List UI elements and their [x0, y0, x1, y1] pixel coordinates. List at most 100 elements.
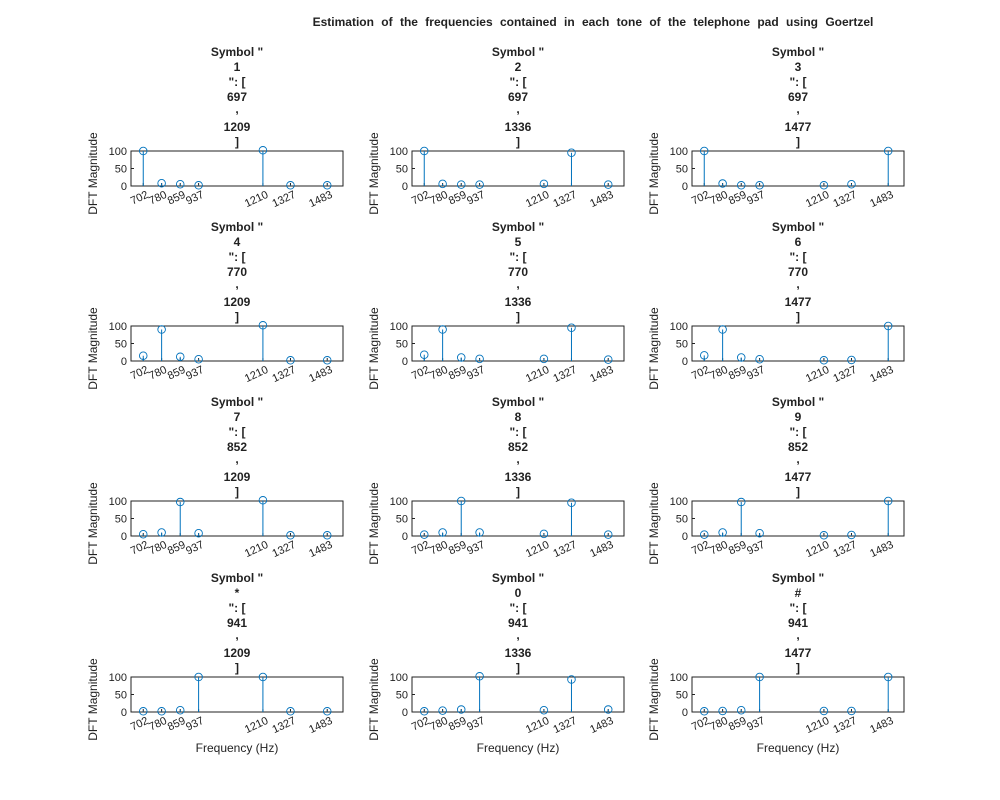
ytick-label: 0 [402, 356, 408, 368]
xtick-label: 1483 [307, 539, 334, 560]
xtick-label: 1327 [551, 189, 578, 210]
stem-marker [819, 706, 829, 716]
ytick-label: 100 [670, 146, 688, 158]
ytick-label: 50 [676, 514, 688, 526]
subplot-title-line: Symbol " [211, 395, 263, 409]
stem-marker [438, 325, 447, 334]
stem-marker [819, 181, 829, 190]
subplot-title-line: ": [ [509, 75, 526, 89]
ytick-label: 0 [682, 181, 688, 193]
xtick-label: 937 [745, 715, 767, 734]
axes-box [130, 500, 344, 537]
ytick-label: 0 [682, 707, 688, 719]
stem-marker [419, 530, 429, 539]
subplot-title-line: Symbol " [492, 45, 544, 59]
subplot-title-line: 697 [788, 90, 808, 104]
stem-marker [286, 356, 295, 365]
xtick-label: 1210 [243, 189, 270, 210]
subplot-title-line: , [516, 102, 519, 116]
y-axis-label: DFT Magnitude [647, 482, 661, 565]
ytick-label: 50 [396, 690, 408, 702]
ytick-label: 50 [396, 164, 408, 176]
ytick-label: 0 [682, 356, 688, 368]
stem-marker [883, 321, 893, 331]
stem-marker [438, 179, 447, 189]
xtick-label: 1210 [524, 539, 551, 560]
xtick-label: 937 [745, 189, 767, 208]
ytick-label: 100 [390, 672, 408, 684]
subplot-title-line: ] [796, 661, 800, 675]
stem-marker [286, 707, 295, 716]
xtick-label: 1210 [804, 364, 831, 385]
stem-marker [883, 672, 893, 682]
subplot-title-line: , [235, 102, 238, 116]
subplot-title-line: ": [ [228, 250, 245, 264]
subplot-title-line: 2 [515, 60, 522, 74]
subplot-title-line: ] [516, 485, 520, 499]
stem-marker [322, 181, 332, 190]
xtick-label: 937 [184, 364, 206, 383]
axes-box [691, 325, 905, 362]
subplot-5: Symbol "5": [770,1336]050100702780859937… [367, 220, 625, 390]
xtick-label: 1210 [804, 539, 831, 560]
subplot-title-line: 1477 [785, 120, 812, 134]
subplot-title-line: 1477 [785, 646, 812, 660]
axes-box [411, 325, 625, 362]
xtick-label: 1327 [831, 715, 858, 736]
subplot-title-line: 1477 [785, 295, 812, 309]
subplot-title-line: 941 [788, 616, 808, 630]
stem-marker [567, 148, 576, 157]
xtick-label: 1483 [588, 364, 615, 385]
subplot-title-line: ": [ [509, 601, 526, 615]
y-axis-label: DFT Magnitude [86, 132, 100, 215]
xtick-label: 1327 [551, 364, 578, 385]
stem-marker [456, 353, 466, 362]
subplot-title-line: 1209 [224, 295, 251, 309]
xtick-label: 1483 [868, 364, 895, 385]
subplot-title-line: ] [796, 485, 800, 499]
xtick-label: 937 [465, 539, 487, 558]
stem-marker [539, 354, 549, 364]
subplot-title-line: 852 [508, 440, 528, 454]
axes-box [691, 676, 905, 713]
ytick-label: 100 [109, 672, 127, 684]
xtick-label: 1210 [243, 539, 270, 560]
stem-marker [138, 146, 148, 156]
ytick-label: 0 [121, 356, 127, 368]
subplot-title-line: 1336 [505, 470, 532, 484]
stem-marker [603, 530, 613, 539]
stem-marker [736, 181, 746, 190]
subplot-title-line: 770 [508, 265, 528, 279]
stem-marker [819, 356, 829, 365]
figure-title: Estimation of the frequencies contained … [313, 15, 874, 29]
xtick-label: 1483 [588, 715, 615, 736]
stem-marker [718, 706, 727, 716]
subplot-title-line: 8 [515, 410, 522, 424]
stem-marker [603, 705, 613, 714]
stem-marker [539, 179, 549, 189]
subplot-title-line: 941 [227, 616, 247, 630]
stem-marker [699, 351, 709, 360]
stem-marker [157, 528, 166, 537]
y-axis-label: DFT Magnitude [367, 658, 381, 741]
xtick-label: 937 [745, 364, 767, 383]
axes-box [130, 676, 344, 713]
ytick-label: 50 [676, 690, 688, 702]
stem-marker [755, 355, 764, 364]
stem-marker [286, 181, 295, 190]
stem-marker [438, 528, 447, 537]
subplot-title-line: , [235, 277, 238, 291]
subplot-title-line: 770 [788, 265, 808, 279]
subplot-title-line: 852 [227, 440, 247, 454]
xtick-label: 1483 [307, 364, 334, 385]
xtick-label: 1327 [270, 539, 297, 560]
subplot-title-line: Symbol " [211, 220, 263, 234]
subplot-title-line: ": [ [509, 250, 526, 264]
xtick-label: 1327 [270, 715, 297, 736]
xtick-label: 1327 [551, 539, 578, 560]
stem-marker [258, 672, 268, 682]
stem-marker [699, 146, 709, 156]
stem-marker [175, 497, 185, 507]
subplot-title-line: 1336 [505, 295, 532, 309]
ytick-label: 50 [115, 339, 127, 351]
